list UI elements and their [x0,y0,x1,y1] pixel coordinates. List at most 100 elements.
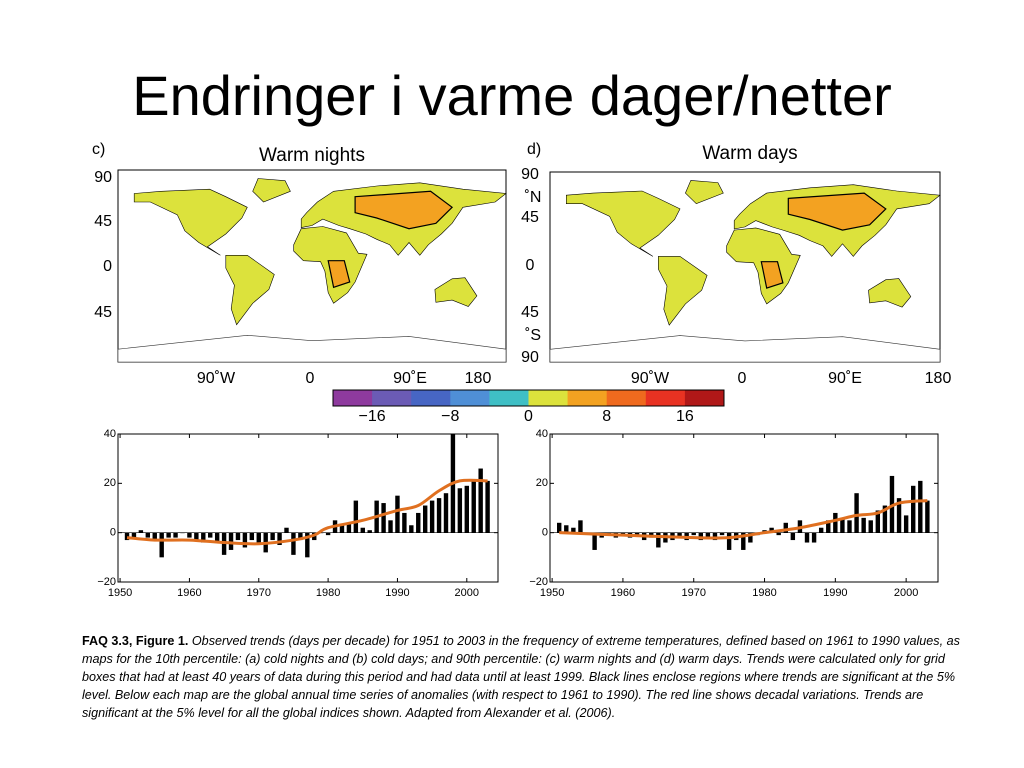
bar [592,532,597,550]
bar [173,532,178,538]
y-tick-label: 40 [536,428,548,440]
x-tick-label: 1950 [540,587,564,599]
bar [201,532,206,543]
warm-region [354,190,454,230]
map-title: Warm days [702,143,797,164]
bar [235,532,241,541]
bar [402,512,407,533]
bar [360,527,365,533]
bar [564,525,569,533]
bar [790,532,796,541]
y-tick-label: −20 [529,576,548,588]
bar [557,522,562,533]
bar [471,480,476,533]
warm-region [787,192,887,231]
colorbar-tick-label: 16 [676,408,694,425]
colorbar-tick-label: 8 [602,408,611,425]
bar [875,510,881,533]
land [868,278,912,308]
bar [783,522,788,533]
bar [896,498,902,533]
colorbar-tick-label: −8 [441,408,459,425]
lat-label: 90 [94,169,112,186]
bar [346,522,352,533]
lat-label: 90 [521,349,539,366]
bar [409,525,414,533]
bar [826,520,831,533]
land [252,178,291,203]
land [685,180,724,205]
lat-label: 45 [94,213,112,230]
bar-chart: −20 0 20 40 1950 1960 1970 1980 1990 2000 [97,428,499,599]
bar [571,527,576,533]
x-tick-label: 2000 [894,587,918,599]
bar [208,532,213,538]
lon-label: 180 [925,370,952,387]
x-tick-label: 1990 [823,587,847,599]
lat-label: 0 [103,258,112,275]
x-tick-label: 1950 [108,587,132,599]
bar [804,532,810,543]
y-tick-label: 20 [536,477,548,489]
bar [464,485,469,533]
plot-frame [549,433,939,583]
bar [256,532,261,543]
lat-label: 45 [94,304,112,321]
bar [298,532,303,541]
bar [726,532,732,550]
bar [656,532,661,548]
figure: Endringer i varme dager/netter c) Warm n… [92,64,951,599]
caption-text: Observed trends (days per decade) for 19… [82,634,960,720]
bar [166,532,171,538]
bar [187,532,192,538]
lat-label: 90 [521,166,539,183]
colorbar-frame [332,389,725,407]
lon-label: 90˚E [393,370,427,387]
bar [367,530,372,533]
lon-label: 0 [306,370,315,387]
bar [194,532,199,541]
colorbar-swatch [567,390,608,406]
bar [214,532,220,543]
colorbar-swatch [489,390,529,406]
x-tick-label: 1990 [385,587,409,599]
x-tick-label: 2000 [455,587,479,599]
y-tick-label: 0 [542,527,548,539]
lat-label: ˚N [525,189,542,206]
bar [868,520,873,533]
lon-label: 90˚W [197,370,236,387]
bar [719,532,725,536]
bar [882,505,888,533]
colorbar-tick-label: −16 [359,408,386,425]
lon-label: 90˚W [631,370,670,387]
bar [847,520,852,533]
lon-label: 180 [465,370,492,387]
land [658,256,708,326]
caption: FAQ 3.3, Figure 1. Observed trends (days… [82,632,974,722]
bar [145,532,151,538]
bar [422,505,428,533]
bar [776,532,781,536]
colorbar-swatch [450,390,490,406]
bar [748,532,753,543]
bar [270,532,275,541]
bar [353,500,359,533]
bar [242,532,248,548]
bar [818,527,824,533]
lat-label: 0 [526,257,535,274]
y-tick-label: −20 [97,576,116,588]
bar [429,500,435,533]
bar [918,480,923,533]
bar [677,532,682,538]
bar [634,532,640,536]
x-tick-label: 1960 [177,587,201,599]
x-tick-label: 1970 [247,587,271,599]
maps: c) Warm nights d) Warm days 90 45 0 45 9… [92,141,951,387]
lat-label: ˚S [525,327,541,344]
y-tick-label: 40 [104,428,116,440]
bar [741,532,746,550]
bar [840,517,845,533]
bar [381,503,386,533]
bar [152,532,157,541]
